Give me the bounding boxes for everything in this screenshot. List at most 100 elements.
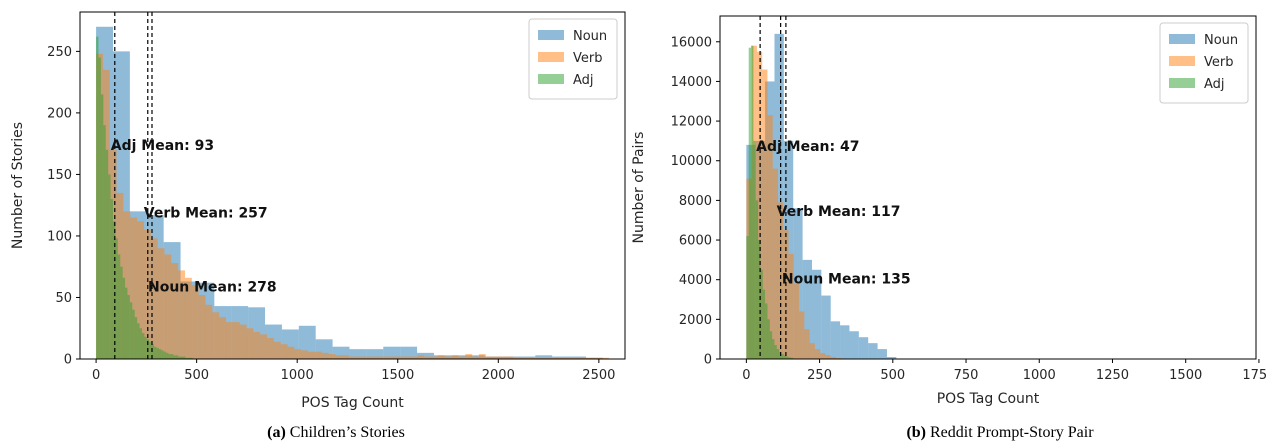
- bar-verb: [520, 357, 527, 359]
- bar-adj: [115, 238, 118, 359]
- bar-verb: [506, 356, 514, 359]
- bar-verb: [588, 357, 596, 359]
- bar-adj: [117, 254, 121, 359]
- bar-verb: [772, 168, 778, 359]
- bar-adj: [112, 221, 116, 359]
- bar-verb: [232, 322, 240, 359]
- bar-verb: [335, 355, 343, 359]
- x-tick-label: 1500: [381, 368, 414, 383]
- bar-verb: [171, 263, 179, 359]
- bar-verb: [205, 304, 213, 359]
- bar-adj: [781, 354, 784, 359]
- legend: Noun Verb Adj: [528, 18, 618, 100]
- bar-verb: [458, 356, 466, 359]
- bar-verb: [485, 356, 493, 359]
- bar-verb: [777, 202, 784, 359]
- bar-verb: [478, 354, 486, 359]
- caption-label: (b): [906, 424, 926, 441]
- bar-noun: [840, 325, 850, 359]
- legend-swatch-noun: [538, 30, 564, 40]
- bar-verb: [253, 331, 261, 359]
- caption: (a) Children’s Stories: [267, 424, 405, 441]
- legend: Noun Verb Adj: [1159, 22, 1249, 104]
- bar-verb: [820, 353, 826, 359]
- bar-verb: [581, 357, 589, 359]
- bar-adj: [760, 269, 763, 359]
- bar-adj: [98, 57, 101, 359]
- bar-verb: [178, 270, 185, 359]
- bar-adj: [103, 125, 106, 359]
- bar-adj: [163, 351, 167, 359]
- y-axis-label: Number of Stories: [10, 122, 26, 249]
- bar-verb: [301, 350, 309, 359]
- bar-noun: [858, 337, 869, 359]
- bar-verb: [369, 356, 377, 359]
- bar-noun: [886, 357, 897, 359]
- bar-noun: [811, 269, 822, 359]
- axes-frame: [79, 11, 626, 360]
- bar-verb: [328, 354, 336, 359]
- bar-verb: [540, 357, 548, 359]
- bar-noun: [535, 355, 553, 359]
- y-tick-label: 8000: [679, 194, 712, 209]
- bar-adj: [105, 149, 109, 359]
- bar-adj: [774, 345, 777, 359]
- x-tick-label: 2500: [582, 368, 615, 383]
- x-tick-label: 750: [954, 368, 979, 383]
- bar-adj: [772, 339, 775, 359]
- bar-adj: [108, 174, 111, 359]
- x-axis-label: POS Tag Count: [301, 395, 404, 411]
- bar-verb: [355, 356, 363, 359]
- legend-label-verb: Verb: [1204, 55, 1233, 70]
- caption: (b) Reddit Prompt-Story Pair: [906, 424, 1094, 441]
- bar-verb: [465, 354, 473, 359]
- bar-verb: [164, 254, 172, 359]
- x-tick-label: 0: [92, 368, 100, 383]
- bar-verb: [287, 346, 295, 359]
- legend-label-noun: Noun: [1204, 33, 1238, 48]
- bar-adj: [786, 356, 789, 359]
- plot-area: [96, 12, 609, 359]
- y-tick-label: 200: [47, 106, 72, 121]
- bar-verb: [349, 356, 356, 359]
- bar-verb: [212, 312, 220, 359]
- bar-verb: [191, 285, 199, 359]
- bar-verb: [444, 356, 452, 359]
- bar-verb: [513, 357, 521, 359]
- y-tick-label: 100: [47, 229, 72, 244]
- bar-adj: [180, 356, 183, 359]
- bar-adj: [168, 354, 171, 359]
- bar-noun: [400, 346, 418, 359]
- bar-verb: [246, 328, 254, 359]
- chart-panel-0: Adj Mean: 93 Verb Mean: 257 Noun Mean: 278…: [10, 11, 626, 441]
- x-axis-label: POS Tag Count: [937, 391, 1040, 407]
- x-tick-label: 0: [742, 368, 750, 383]
- bar-verb: [595, 357, 603, 359]
- bar-adj: [790, 357, 794, 359]
- bar-verb: [830, 357, 836, 359]
- mean-label-adj: Adj Mean: 47: [756, 139, 859, 155]
- x-tick-label: 1000: [281, 368, 314, 383]
- y-tick-label: 50: [55, 291, 72, 306]
- y-tick-label: 16000: [671, 35, 712, 50]
- x-tick-label: 500: [184, 368, 209, 383]
- bar-verb: [184, 277, 192, 359]
- bar-verb: [547, 357, 555, 359]
- bar-verb: [321, 352, 329, 359]
- bar-noun: [417, 352, 434, 359]
- bar-adj: [748, 47, 752, 359]
- bar-adj: [149, 341, 152, 359]
- chart-panel-1: Adj Mean: 47 Verb Mean: 117 Noun Mean: 135…: [631, 15, 1267, 441]
- bar-verb: [825, 355, 831, 359]
- y-tick-label: 6000: [679, 234, 712, 249]
- bar-verb: [157, 248, 165, 359]
- bar-verb: [267, 338, 274, 359]
- bar-adj: [166, 352, 169, 359]
- legend-swatch-verb: [1169, 56, 1195, 66]
- legend-swatch-adj: [1169, 78, 1195, 88]
- bar-verb: [437, 355, 445, 359]
- y-tick-label: 2000: [679, 313, 712, 328]
- bar-adj: [173, 355, 176, 359]
- bar-verb: [804, 329, 810, 359]
- bar-verb: [137, 221, 144, 359]
